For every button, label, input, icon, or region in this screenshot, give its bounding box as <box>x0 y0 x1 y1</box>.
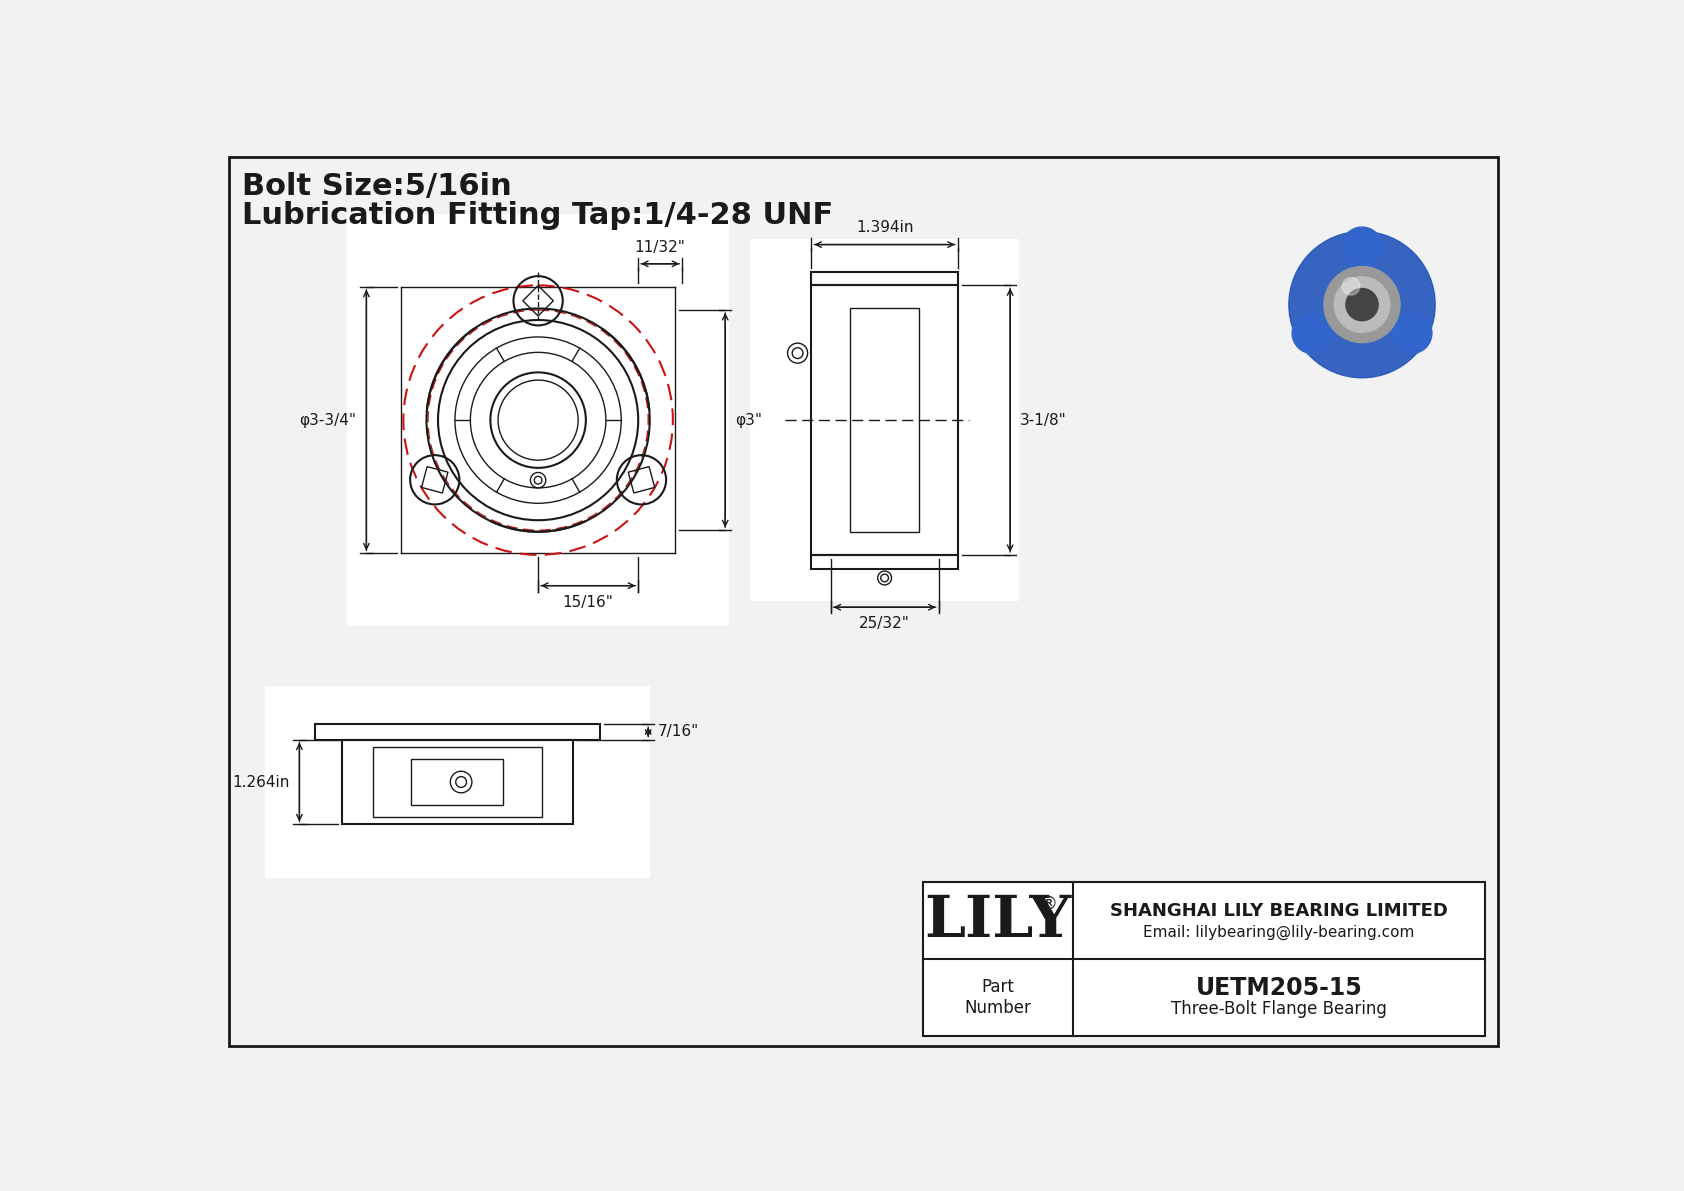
Text: φ3": φ3" <box>736 412 763 428</box>
Circle shape <box>1292 313 1334 354</box>
Text: 7/16": 7/16" <box>658 724 699 740</box>
Bar <box>347 213 729 626</box>
Bar <box>421 467 448 493</box>
Circle shape <box>1342 278 1359 295</box>
Text: 1.264in: 1.264in <box>232 774 290 790</box>
Bar <box>522 286 554 316</box>
Bar <box>315 724 600 740</box>
Bar <box>812 286 958 555</box>
Text: Three-Bolt Flange Bearing: Three-Bolt Flange Bearing <box>1170 1000 1388 1018</box>
Circle shape <box>1391 313 1431 354</box>
Bar <box>628 467 655 493</box>
Text: φ3-3/4": φ3-3/4" <box>300 412 357 428</box>
Bar <box>749 239 1019 601</box>
Bar <box>850 308 919 531</box>
Circle shape <box>1324 267 1399 343</box>
Text: 15/16": 15/16" <box>562 596 613 610</box>
Text: 11/32": 11/32" <box>635 239 685 255</box>
Text: Part
Number: Part Number <box>965 978 1031 1017</box>
Bar <box>812 555 958 569</box>
Bar <box>264 686 650 878</box>
Text: 3-1/8": 3-1/8" <box>1021 412 1068 428</box>
Text: SHANGHAI LILY BEARING LIMITED: SHANGHAI LILY BEARING LIMITED <box>1110 902 1448 919</box>
Circle shape <box>1342 227 1383 268</box>
Text: Email: lilybearing@lily-bearing.com: Email: lilybearing@lily-bearing.com <box>1143 924 1415 940</box>
Circle shape <box>1346 288 1378 320</box>
Text: ®: ® <box>1039 894 1058 912</box>
Text: 1.394in: 1.394in <box>855 220 913 236</box>
Text: Bolt Size:5/16in: Bolt Size:5/16in <box>242 173 512 201</box>
Circle shape <box>1288 231 1435 378</box>
Bar <box>411 759 504 805</box>
Bar <box>342 740 573 824</box>
Circle shape <box>1334 276 1389 332</box>
Text: LILY: LILY <box>925 892 1071 948</box>
Text: Lubrication Fitting Tap:1/4-28 UNF: Lubrication Fitting Tap:1/4-28 UNF <box>242 201 834 230</box>
Bar <box>372 748 542 817</box>
Bar <box>812 272 958 286</box>
Bar <box>923 883 1485 1036</box>
Text: 25/32": 25/32" <box>859 617 909 631</box>
Text: UETM205-15: UETM205-15 <box>1196 975 1362 999</box>
